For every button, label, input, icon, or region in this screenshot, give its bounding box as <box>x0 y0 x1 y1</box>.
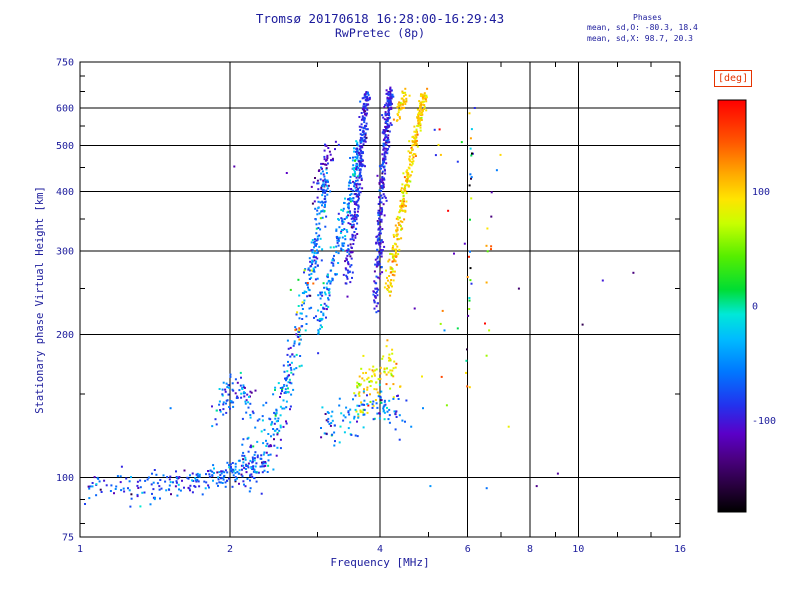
phase-stats: Phases mean, sd,O: -80.3, 18.4 mean, sd,… <box>587 13 698 44</box>
y-tick-label: 75 <box>62 533 74 544</box>
phase-stats-o-mode: mean, sd,O: -80.3, 18.4 <box>587 23 698 33</box>
colorbar-tick-label: 0 <box>752 302 758 313</box>
y-axis-label: Stationary phase Virtual Height [km] <box>34 186 46 414</box>
scatter-points <box>84 86 635 508</box>
y-tick-label: 100 <box>56 473 74 484</box>
y-tick-label: 500 <box>56 141 74 152</box>
x-tick-label: 2 <box>227 544 233 555</box>
colorbar-tick-label: -100 <box>752 416 776 427</box>
colorbar: 100 0 -100 <box>717 99 776 513</box>
axis-ticks <box>80 62 680 537</box>
colorbar-tick-label: 100 <box>752 187 770 198</box>
colorbar-units-label: [deg] <box>714 70 753 87</box>
phase-stats-x-mode: mean, sd,X: 98.7, 20.3 <box>587 33 693 43</box>
x-tick-label: 4 <box>377 544 383 555</box>
axis-tick-labels: 1 2 4 6 8 10 16 75 100 200 300 400 500 600 750 <box>56 58 686 556</box>
y-tick-label: 600 <box>56 104 74 115</box>
colorbar-gradient <box>717 99 747 513</box>
y-tick-label: 200 <box>56 330 74 341</box>
x-tick-label: 6 <box>465 544 471 555</box>
phase-stats-heading: Phases <box>633 13 662 22</box>
x-axis-label: Frequency [MHz] <box>330 556 430 569</box>
grid-lines <box>80 62 680 537</box>
plot-subtitle: RwPretec (8p) <box>334 26 425 40</box>
y-tick-label: 750 <box>56 58 74 69</box>
plot-title: Tromsø 20170618 16:28:00-16:29:43 <box>255 11 505 26</box>
y-tick-label: 400 <box>56 187 74 198</box>
x-tick-label: 1 <box>77 544 83 555</box>
x-tick-label: 10 <box>572 544 584 555</box>
plot-frame <box>79 61 681 538</box>
x-tick-label: 8 <box>527 544 533 555</box>
x-tick-label: 16 <box>674 544 686 555</box>
y-tick-label: 300 <box>56 247 74 258</box>
